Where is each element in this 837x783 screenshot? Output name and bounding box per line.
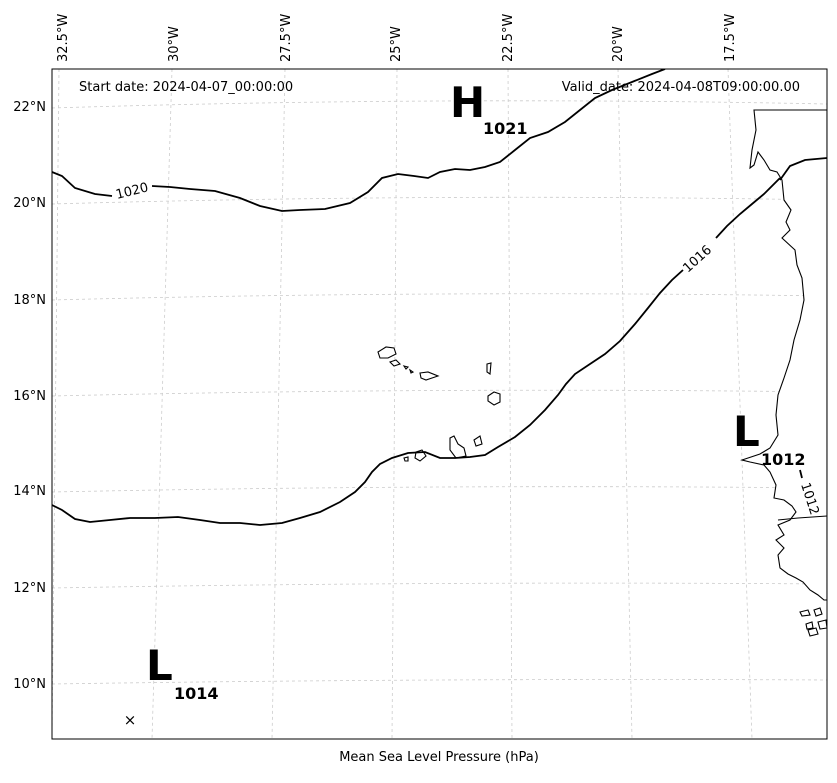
graticule <box>52 69 827 739</box>
lon-label-17-5w: 17.5°W <box>723 14 738 62</box>
meridian-22-5w <box>507 69 513 739</box>
lat-label-10n: 10°N <box>13 677 46 692</box>
cross-marker: × <box>124 711 137 729</box>
isobar-1016-upper <box>715 177 781 239</box>
lat-label-22n: 22°N <box>13 100 46 115</box>
bijagos-islands <box>799 607 827 637</box>
lon-label-20w: 20°W <box>611 26 626 62</box>
start-date-text: Start date: 2024-04-07_00:00:00 <box>79 80 293 95</box>
isobars <box>52 69 827 526</box>
longitude-labels: 32.5°W 30°W 27.5°W 25°W 22.5°W 20°W 17.5… <box>56 14 738 62</box>
low-center-letter-east: L <box>733 407 760 456</box>
meridian-25w <box>391 69 398 739</box>
low-center-value-south: 1014 <box>174 684 219 703</box>
parallel-10n <box>52 679 827 685</box>
island-sao-nicolau <box>419 371 440 381</box>
isobar-1012-segment <box>799 469 803 479</box>
isobar-1020-main <box>151 69 666 212</box>
meridian-20w <box>617 69 633 739</box>
isobar-1020-west <box>52 171 113 197</box>
island-boa-vista <box>487 391 501 406</box>
island-sal <box>486 362 492 375</box>
high-center-value: 1021 <box>483 119 528 138</box>
map-caption: Mean Sea Level Pressure (hPa) <box>339 750 539 765</box>
isobar-1016-main <box>52 269 684 526</box>
island-santa-luzia <box>402 365 415 374</box>
lon-label-22-5w: 22.5°W <box>501 14 516 62</box>
gambia-river <box>777 515 827 521</box>
parallel-12n <box>52 582 827 589</box>
lat-label-16n: 16°N <box>13 389 46 404</box>
coastlines <box>377 109 827 637</box>
lon-label-30w: 30°W <box>167 26 182 62</box>
lon-label-27-5w: 27.5°W <box>279 14 294 62</box>
parallel-14n <box>52 486 827 493</box>
island-maio <box>473 435 483 447</box>
island-santo-antao <box>377 346 397 359</box>
meridian-32-5w <box>52 69 60 739</box>
lon-label-32-5w: 32.5°W <box>56 14 71 62</box>
isobar-labels: 1020 1016 1012 <box>114 180 821 517</box>
meridian-27-5w <box>271 69 286 739</box>
isobar-label-1016: 1016 <box>680 243 715 276</box>
lat-label-18n: 18°N <box>13 293 46 308</box>
lat-label-14n: 14°N <box>13 484 46 499</box>
island-santiago <box>449 435 467 459</box>
parallel-20n <box>52 196 827 205</box>
lat-label-20n: 20°N <box>13 196 46 211</box>
low-center-letter-south: L <box>146 641 173 690</box>
meridian-17-5w <box>727 69 753 739</box>
latitude-labels: 22°N 20°N 18°N 16°N 14°N 12°N 10°N <box>13 100 46 692</box>
map-frame <box>51 68 828 740</box>
island-sao-vicente <box>388 359 402 367</box>
parallel-16n <box>52 389 827 397</box>
high-center-letter: H <box>450 78 485 127</box>
lat-label-12n: 12°N <box>13 581 46 596</box>
africa-coastline <box>740 109 827 601</box>
pressure-centers: H <box>450 78 485 127</box>
parallel-22n <box>52 100 827 109</box>
meridian-30w <box>151 69 173 739</box>
isobar-label-1020: 1020 <box>114 180 150 203</box>
lon-label-25w: 25°W <box>389 26 404 62</box>
low-center-value-east: 1012 <box>761 450 806 469</box>
isobar-1016-coast <box>779 157 827 181</box>
valid-date-text: Valid_date: 2024-04-08T09:00:00.00 <box>562 80 800 95</box>
parallel-18n <box>52 293 827 301</box>
island-brava <box>403 456 409 462</box>
